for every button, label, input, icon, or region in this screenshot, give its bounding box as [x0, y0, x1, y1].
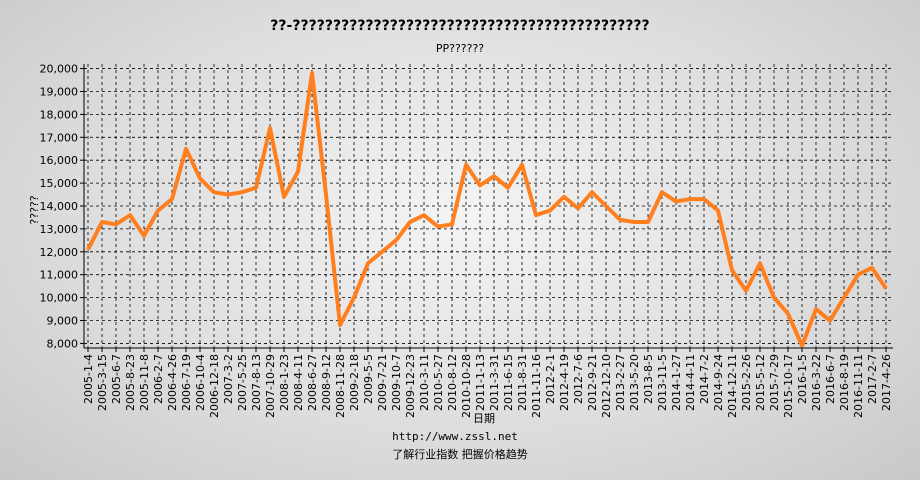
x-tick-label: 2006-10-4 [194, 354, 207, 411]
x-tick-label: 2005-1-4 [82, 354, 95, 404]
x-tick-label: 2005-8-23 [124, 354, 137, 411]
x-tick-label: 2013-8-5 [642, 354, 655, 404]
y-tick-label: 16,000 [40, 154, 79, 167]
x-tick-label: 2011-1-13 [474, 354, 487, 411]
x-tick-label: 2007-10-29 [264, 354, 277, 418]
chart-title: ??-?????????????????????????????????????… [270, 18, 649, 34]
x-tick-label: 2006-7-19 [180, 354, 193, 411]
x-tick-label: 2007-5-25 [236, 354, 249, 411]
x-tick-label: 2015-2-26 [740, 354, 753, 411]
x-tick-label: 2015-10-17 [782, 354, 795, 418]
x-tick-label: 2007-8-13 [250, 354, 263, 411]
x-tick-label: 2005-6-7 [110, 354, 123, 404]
x-tick-label: 2016-6-7 [824, 354, 837, 404]
x-tick-label: 2014-12-11 [726, 354, 739, 418]
y-tick-label: 20,000 [40, 63, 79, 76]
y-tick-label: 14,000 [40, 200, 79, 213]
y-tick-label: 19,000 [40, 85, 79, 98]
y-tick-label: 10,000 [40, 292, 79, 305]
y-tick-label: 8,000 [47, 337, 79, 350]
x-tick-label: 2006-12-18 [208, 354, 221, 418]
x-tick-label: 2010-10-28 [460, 354, 473, 418]
x-tick-label: 2014-1-27 [670, 354, 683, 411]
x-tick-label: 2010-3-11 [418, 354, 431, 411]
x-tick-label: 2011-8-31 [516, 354, 529, 411]
x-tick-label: 2014-7-2 [698, 354, 711, 404]
x-tick-label: 2009-7-21 [376, 354, 389, 411]
x-tick-label: 2011-3-31 [488, 354, 501, 411]
footer-slogan: 了解行业指数 把握价格趋势 [392, 447, 528, 461]
x-tick-label: 2013-5-20 [628, 354, 641, 411]
x-tick-label: 2016-11-11 [852, 354, 865, 418]
x-tick-label: 2009-5-5 [362, 354, 375, 404]
x-tick-label: 2012-9-21 [586, 354, 599, 411]
y-tick-label: 11,000 [40, 269, 79, 282]
chart-subtitle: PP?????? [436, 42, 484, 55]
x-tick-label: 2010-5-27 [432, 354, 445, 411]
x-tick-label: 2008-1-23 [278, 354, 291, 411]
x-tick-label: 2016-3-22 [810, 354, 823, 411]
x-tick-label: 2010-8-12 [446, 354, 459, 411]
footer-url: http://www.zssl.net [392, 430, 518, 443]
x-tick-label: 2017-4-26 [880, 354, 893, 411]
x-tick-label: 2017-2-7 [866, 354, 879, 404]
x-tick-label: 2016-8-19 [838, 354, 851, 411]
x-tick-label: 2012-2-1 [544, 354, 557, 404]
x-tick-label: 2013-11-5 [656, 354, 669, 411]
x-tick-label: 2011-6-15 [502, 354, 515, 411]
y-tick-label: 13,000 [40, 223, 79, 236]
y-tick-label: 9,000 [47, 315, 79, 328]
data-line [86, 71, 888, 348]
x-tick-label: 2012-4-19 [558, 354, 571, 411]
x-tick-label: 2005-11-8 [138, 354, 151, 411]
x-tick-label: 2006-2-7 [152, 354, 165, 404]
x-tick-label: 2008-6-27 [306, 354, 319, 411]
x-tick-label: 2014-9-24 [712, 354, 725, 411]
x-tick-label: 2007-3-2 [222, 354, 235, 404]
x-tick-label: 2015-7-29 [768, 354, 781, 411]
y-tick-label: 12,000 [40, 246, 79, 259]
x-tick-label: 2008-4-11 [292, 354, 305, 411]
y-axis-label: ????? [28, 195, 41, 224]
x-tick-label: 2009-2-18 [348, 354, 361, 411]
x-tick-label: 2009-10-7 [390, 354, 403, 411]
x-tick-label: 2013-2-27 [614, 354, 627, 411]
x-tick-label: 2005-3-15 [96, 354, 109, 411]
x-tick-label: 2008-9-12 [320, 354, 333, 411]
x-tick-label: 2009-12-23 [404, 354, 417, 418]
x-tick-label: 2011-11-16 [530, 354, 543, 418]
x-tick-label: 2006-4-26 [166, 354, 179, 411]
x-tick-label: 2014-4-11 [684, 354, 697, 411]
x-tick-label: 2012-12-10 [600, 354, 613, 418]
x-tick-label: 2016-1-5 [796, 354, 809, 404]
x-tick-label: 2012-7-6 [572, 354, 585, 404]
y-tick-label: 17,000 [40, 131, 79, 144]
y-tick-label: 18,000 [40, 108, 79, 121]
x-tick-label: 2015-5-12 [754, 354, 767, 411]
x-tick-label: 2008-11-28 [334, 354, 347, 418]
x-axis-label: 日期 [473, 412, 495, 425]
y-tick-label: 15,000 [40, 177, 79, 190]
